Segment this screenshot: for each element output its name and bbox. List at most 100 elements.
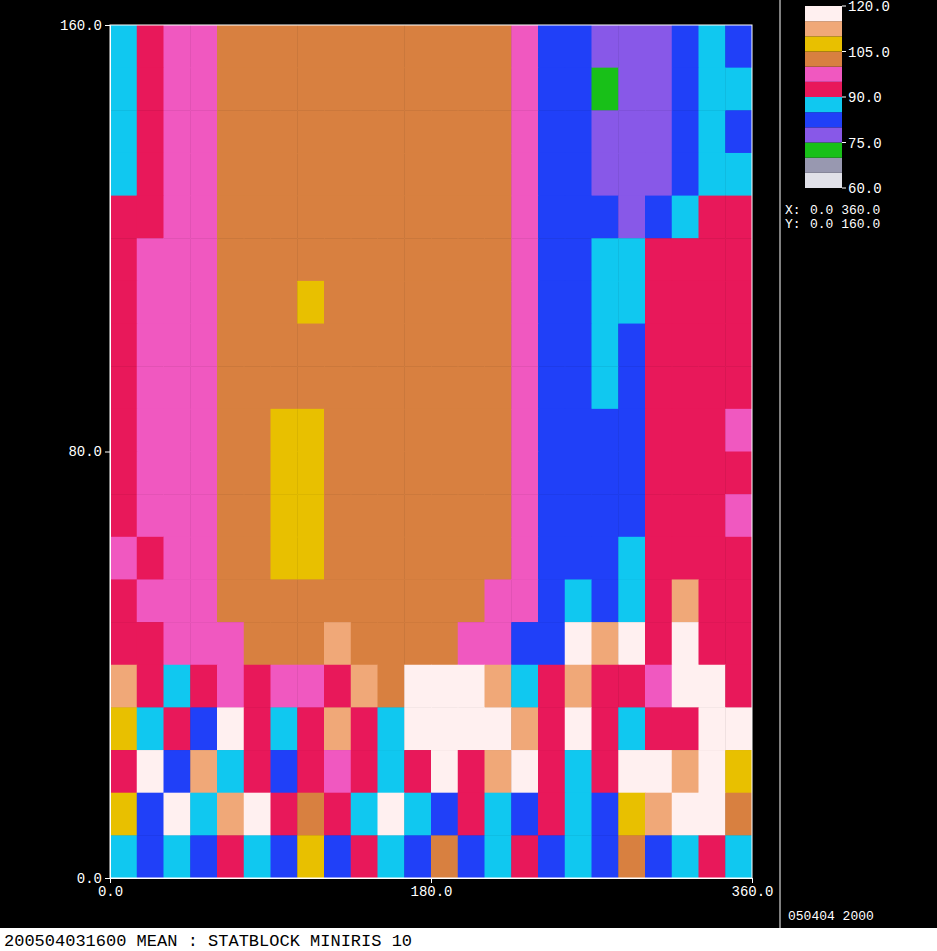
heat-cell <box>244 409 271 452</box>
panel-separator <box>780 0 781 928</box>
heat-cell <box>672 793 699 836</box>
heat-cell <box>511 537 538 580</box>
colorbar-band <box>805 158 842 173</box>
heat-cell <box>324 835 351 878</box>
heat-cell <box>538 153 565 196</box>
heat-cell <box>618 579 645 622</box>
heat-cell <box>217 452 244 495</box>
heat-cell <box>485 494 512 537</box>
heat-cell <box>592 409 619 452</box>
heat-cell <box>511 835 538 878</box>
heat-cell <box>618 835 645 878</box>
heat-cell <box>378 622 405 665</box>
heat-cell <box>297 537 324 580</box>
heat-cell <box>271 707 298 750</box>
heat-cell <box>565 153 592 196</box>
heat-cell <box>190 835 217 878</box>
heat-cell <box>458 793 485 836</box>
heat-cell <box>164 324 191 367</box>
heat-cell <box>485 238 512 281</box>
heat-cell <box>592 707 619 750</box>
heat-cell <box>190 494 217 537</box>
heat-cell <box>725 622 752 665</box>
heat-cell <box>137 25 164 68</box>
heat-cell <box>244 68 271 111</box>
colorbar-band <box>805 82 842 97</box>
x-axis-line <box>111 879 753 884</box>
heat-cell <box>672 281 699 324</box>
heat-cell <box>431 793 458 836</box>
heat-cell <box>271 579 298 622</box>
heat-cell <box>672 665 699 708</box>
heat-cell <box>699 793 726 836</box>
colorbar-band <box>805 97 842 112</box>
heat-cell <box>672 324 699 367</box>
heat-cell <box>404 68 431 111</box>
heat-cell <box>645 835 672 878</box>
heat-cell <box>137 707 164 750</box>
heat-cell <box>431 366 458 409</box>
heat-cell <box>297 366 324 409</box>
heat-cell <box>351 537 378 580</box>
heat-cell <box>217 409 244 452</box>
heat-cell <box>164 750 191 793</box>
heat-cell <box>725 707 752 750</box>
heat-cell <box>725 238 752 281</box>
heat-cell <box>458 25 485 68</box>
heat-cell <box>244 835 271 878</box>
heat-cell <box>190 366 217 409</box>
heat-cell <box>672 68 699 111</box>
heat-cell <box>110 409 137 452</box>
heat-cell <box>618 238 645 281</box>
heat-cell <box>592 281 619 324</box>
heat-cell <box>725 153 752 196</box>
heat-cell <box>538 835 565 878</box>
y-tick-label: 0.0 <box>77 871 102 887</box>
heat-cell <box>485 665 512 708</box>
heat-cell <box>538 68 565 111</box>
heat-cell <box>110 110 137 153</box>
heat-cell <box>565 366 592 409</box>
heat-cell <box>725 68 752 111</box>
heat-cell <box>645 750 672 793</box>
heat-cell <box>645 68 672 111</box>
heat-cell <box>538 409 565 452</box>
heat-cell <box>297 281 324 324</box>
heat-cell <box>699 750 726 793</box>
heat-cell <box>458 238 485 281</box>
heat-cell <box>592 452 619 495</box>
heat-cell <box>404 110 431 153</box>
heat-cell <box>431 665 458 708</box>
heat-cell <box>699 409 726 452</box>
heat-cell <box>699 68 726 111</box>
heat-cell <box>137 153 164 196</box>
heat-cell <box>645 707 672 750</box>
y-tick-label: 80.0 <box>68 444 102 460</box>
heat-cell <box>297 665 324 708</box>
heat-cell <box>699 238 726 281</box>
heat-cell <box>645 196 672 239</box>
heat-cell <box>137 622 164 665</box>
heat-cell <box>244 153 271 196</box>
heat-cell <box>164 196 191 239</box>
heat-cell <box>458 494 485 537</box>
heat-cell <box>538 665 565 708</box>
heat-cell <box>725 110 752 153</box>
heat-cell <box>137 579 164 622</box>
heat-cell <box>164 110 191 153</box>
heat-cell <box>137 238 164 281</box>
heat-cell <box>137 281 164 324</box>
heat-cell <box>699 835 726 878</box>
heat-cell <box>565 707 592 750</box>
heat-cell <box>511 494 538 537</box>
heat-cell <box>458 537 485 580</box>
heat-cell <box>190 153 217 196</box>
heat-cell <box>618 153 645 196</box>
heat-cell <box>271 835 298 878</box>
heat-cell <box>190 196 217 239</box>
heat-cell <box>431 281 458 324</box>
heat-cell <box>244 579 271 622</box>
heat-cell <box>137 366 164 409</box>
heat-cell <box>137 665 164 708</box>
heat-cell <box>485 452 512 495</box>
